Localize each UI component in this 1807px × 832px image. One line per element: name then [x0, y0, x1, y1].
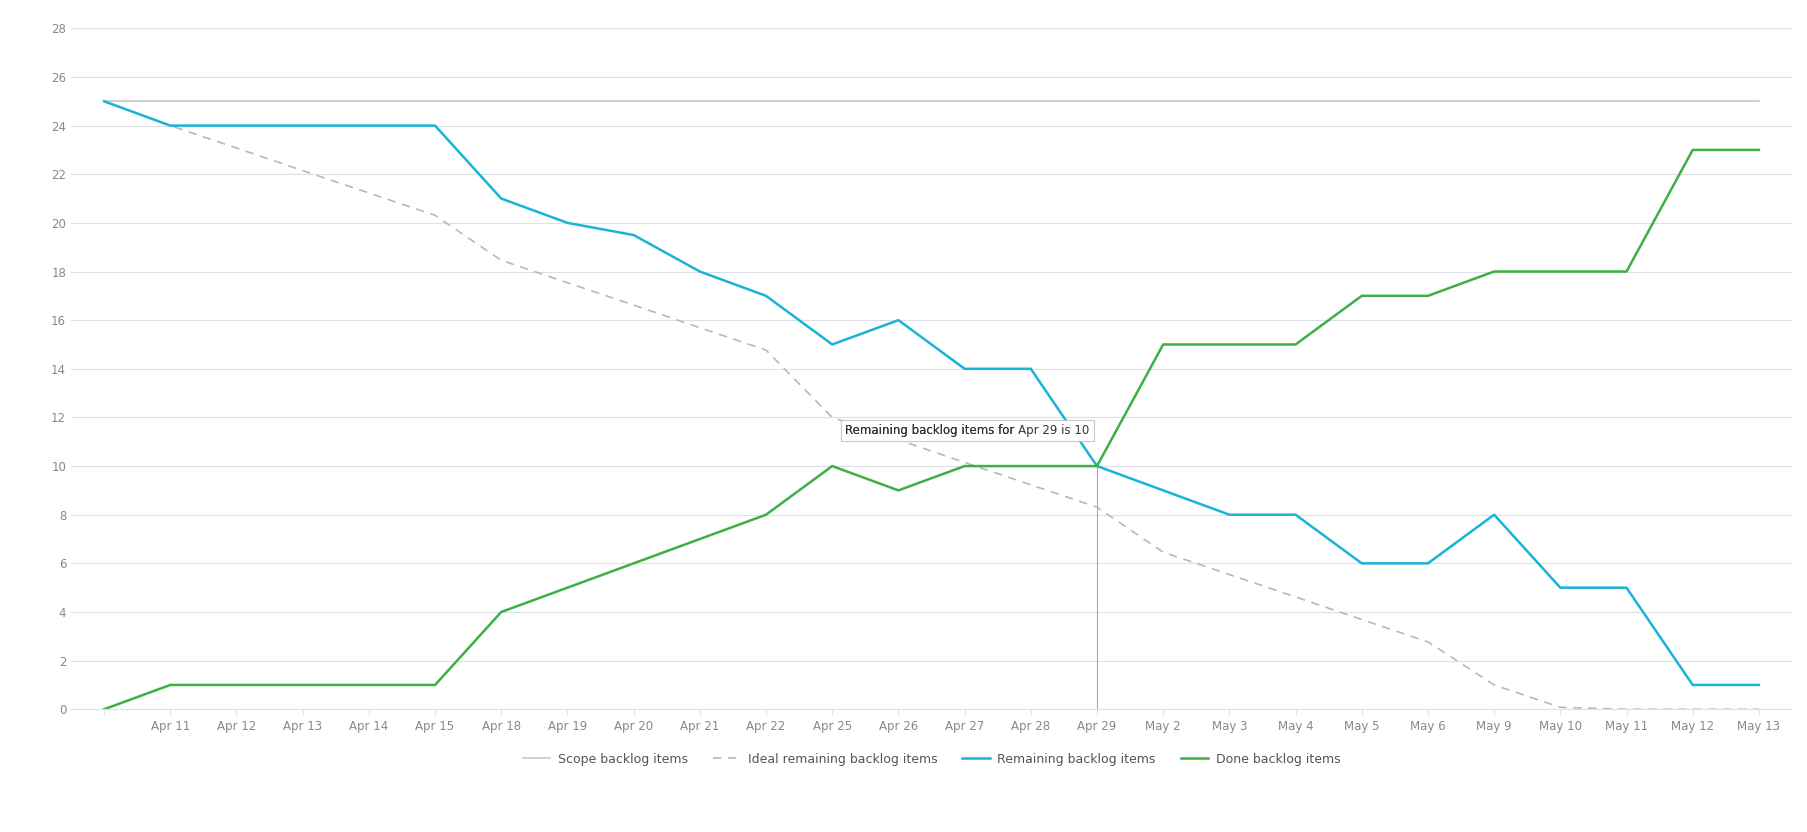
Text: Remaining backlog items for Apr 29 is 10: Remaining backlog items for Apr 29 is 10 — [846, 423, 1090, 437]
Text: Remaining backlog items for: Remaining backlog items for — [846, 423, 1019, 437]
Legend: Scope backlog items, Ideal remaining backlog items, Remaining backlog items, Don: Scope backlog items, Ideal remaining bac… — [517, 748, 1346, 771]
